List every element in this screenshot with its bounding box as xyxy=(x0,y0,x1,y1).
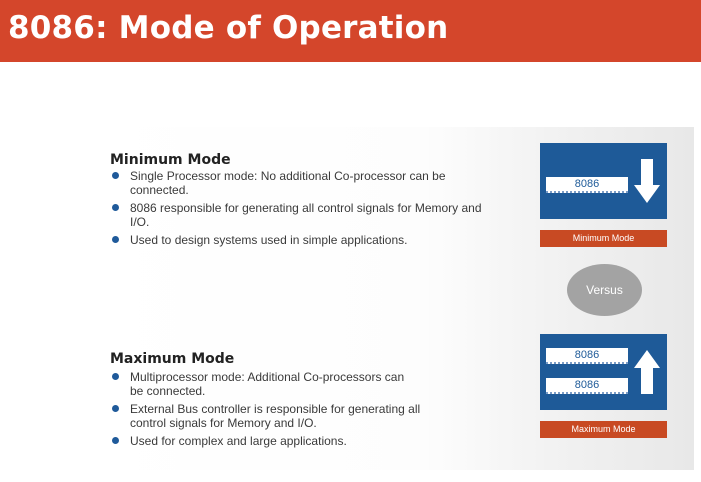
chip-8086: 8086 xyxy=(546,348,628,364)
minimum-mode-box: 8086 xyxy=(540,143,667,219)
up-arrow-icon xyxy=(634,350,660,394)
minimum-mode-list: Single Processor mode: No additional Co-… xyxy=(108,169,498,251)
chip-8086: 8086 xyxy=(546,177,628,193)
title-bar: 8086: Mode of Operation xyxy=(0,0,701,62)
list-item: External Bus controller is responsible f… xyxy=(108,402,498,430)
maximum-mode-label: Maximum Mode xyxy=(540,421,667,438)
minimum-mode-heading: Minimum Mode xyxy=(110,152,231,168)
page-title: 8086: Mode of Operation xyxy=(8,10,449,46)
list-item: Single Processor mode: No additional Co-… xyxy=(108,169,498,197)
minimum-mode-label: Minimum Mode xyxy=(540,230,667,247)
list-item: Used for complex and large applications. xyxy=(108,434,498,448)
maximum-mode-heading: Maximum Mode xyxy=(110,351,235,367)
versus-badge: Versus xyxy=(567,264,642,316)
maximum-mode-box: 8086 8086 xyxy=(540,334,667,410)
list-item: Multiprocessor mode: Additional Co-proce… xyxy=(108,370,498,398)
bullet-icon xyxy=(112,373,119,380)
bullet-icon xyxy=(112,236,119,243)
bullet-icon xyxy=(112,405,119,412)
bullet-icon xyxy=(112,437,119,444)
list-item: Used to design systems used in simple ap… xyxy=(108,233,498,247)
bullet-icon xyxy=(112,172,119,179)
list-item: 8086 responsible for generating all cont… xyxy=(108,201,498,229)
down-arrow-icon xyxy=(634,159,660,203)
chip-8086: 8086 xyxy=(546,378,628,394)
bullet-icon xyxy=(112,204,119,211)
maximum-mode-list: Multiprocessor mode: Additional Co-proce… xyxy=(108,370,498,452)
